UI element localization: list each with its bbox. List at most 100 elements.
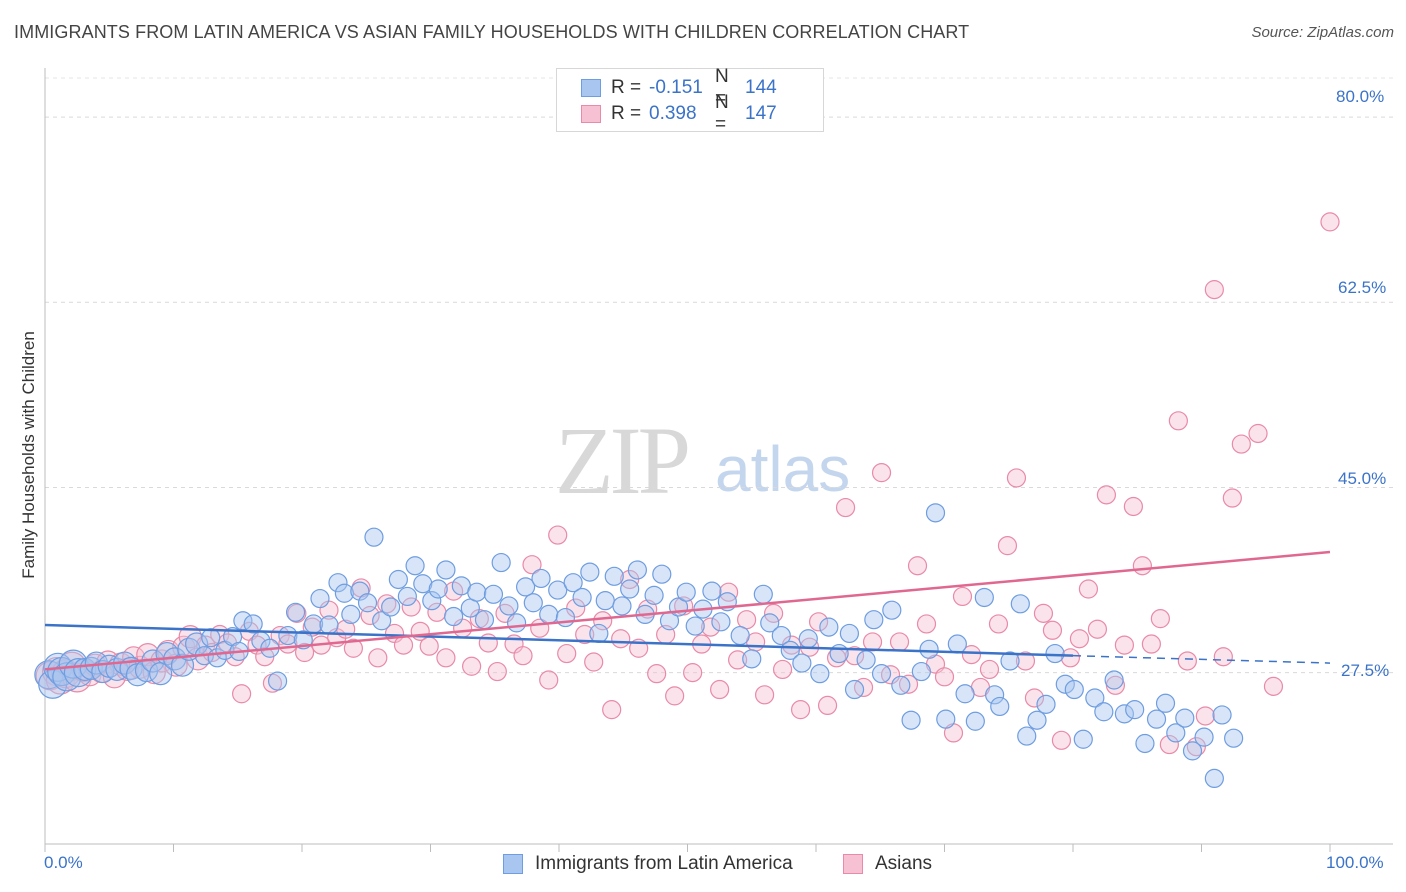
point-latin-america-115: [955, 684, 975, 704]
point-asians-73: [602, 700, 622, 720]
legend-swatch-pink: [843, 854, 863, 874]
point-latin-america-73: [580, 562, 600, 582]
legend-item-latin-america[interactable]: Immigrants from Latin America: [503, 852, 793, 876]
point-latin-america-118: [985, 685, 1005, 705]
point-latin-america-138: [1175, 708, 1195, 728]
point-asians-130: [1114, 635, 1135, 655]
point-latin-america-133: [1125, 700, 1145, 720]
n-value: 144: [745, 77, 777, 98]
point-latin-america-135: [1146, 709, 1167, 729]
y-axis-title: Family Households with Children: [19, 331, 38, 579]
point-asians-122: [1042, 620, 1063, 640]
point-asians-82: [683, 663, 703, 683]
legend-label: Asians: [875, 853, 933, 874]
point-asians-103: [871, 463, 892, 483]
point-latin-america-113: [936, 709, 956, 729]
chart-source: Source: ZipAtlas.com: [1251, 24, 1394, 41]
point-asians-68: [557, 643, 577, 664]
point-asians-145: [1263, 676, 1284, 696]
legend-label: Immigrants from Latin America: [535, 853, 793, 874]
point-latin-america-81: [644, 585, 664, 605]
point-latin-america-127: [1064, 679, 1084, 700]
n-value: 147: [745, 103, 777, 124]
point-asians-135: [1159, 734, 1179, 755]
point-asians-100: [844, 646, 865, 666]
point-latin-america-43: [341, 604, 361, 625]
point-latin-america-56: [444, 606, 464, 627]
point-asians-121: [1033, 603, 1054, 623]
point-latin-america-41: [328, 573, 348, 593]
y-tick-label-62-5: 62.5%: [1338, 278, 1387, 297]
point-asians-133: [1141, 634, 1161, 654]
point-latin-america-134: [1135, 733, 1155, 754]
point-latin-america-50: [397, 586, 417, 607]
point-latin-america-61: [483, 584, 504, 604]
point-latin-america-102: [839, 623, 860, 644]
point-latin-america-114: [947, 634, 967, 654]
point-latin-america-126: [1055, 674, 1075, 694]
point-latin-america-121: [1010, 594, 1030, 614]
point-asians-120: [1024, 688, 1045, 708]
point-latin-america-92: [742, 649, 762, 669]
point-asians-52: [419, 636, 439, 656]
point-latin-america-137: [1166, 723, 1186, 743]
legend-row-asians: R = 0.398 N = 147: [581, 92, 777, 135]
point-asians-142: [1222, 488, 1242, 508]
point-latin-america-104: [856, 650, 876, 670]
point-latin-america-66: [523, 593, 543, 613]
x-tick-label-max: 100.0%: [1326, 853, 1384, 872]
point-latin-america-7: [73, 657, 97, 682]
point-latin-america-93: [753, 584, 773, 604]
point-asians-64: [522, 555, 542, 575]
point-asians-108: [916, 614, 937, 634]
point-latin-america-122: [1017, 726, 1037, 746]
watermark-zip: ZIP: [555, 407, 691, 514]
point-asians-54: [436, 648, 456, 668]
legend-swatch-blue: [581, 79, 601, 97]
point-asians-74: [611, 629, 631, 649]
point-latin-america-99: [810, 664, 830, 684]
point-asians-36: [287, 603, 307, 623]
point-asians-72: [593, 611, 613, 631]
legend-swatch-pink: [581, 105, 601, 123]
point-asians-112: [952, 586, 973, 607]
point-latin-america-106: [871, 664, 892, 684]
point-latin-america-65: [515, 577, 536, 597]
point-asians-131: [1123, 496, 1143, 517]
point-latin-america-59: [467, 582, 487, 602]
point-asians-139: [1195, 706, 1215, 726]
point-asians-106: [898, 674, 919, 694]
point-asians-141: [1213, 647, 1233, 667]
legend-item-asians[interactable]: Asians: [843, 852, 932, 876]
y-tick-label-80: 80.0%: [1336, 87, 1385, 106]
point-asians-94: [790, 700, 811, 720]
point-asians-140: [1204, 280, 1224, 300]
point-asians-126: [1078, 579, 1099, 599]
point-latin-america-100: [819, 617, 839, 637]
point-asians-115: [979, 659, 1000, 680]
point-latin-america-94: [760, 613, 780, 633]
point-latin-america-107: [882, 600, 902, 620]
point-asians-96: [808, 612, 829, 632]
point-latin-america-62: [491, 552, 511, 573]
point-latin-america-128: [1073, 729, 1093, 749]
point-asians-87: [728, 650, 748, 670]
point-latin-america-39: [310, 588, 330, 609]
point-asians-124: [1060, 648, 1081, 668]
point-asians-123: [1051, 730, 1072, 750]
point-latin-america-117: [974, 587, 994, 608]
point-asians-132: [1132, 556, 1152, 576]
point-latin-america-125: [1045, 643, 1065, 664]
point-latin-america-77: [612, 596, 632, 616]
point-latin-america-44: [350, 581, 370, 601]
point-latin-america-132: [1114, 704, 1135, 724]
r-label: R =: [611, 77, 642, 98]
point-asians-85: [710, 679, 730, 700]
point-latin-america-116: [965, 711, 985, 731]
point-latin-america-54: [428, 579, 448, 599]
point-asians-63: [513, 646, 533, 666]
point-latin-america-55: [436, 560, 456, 580]
point-latin-america-120: [1000, 651, 1020, 671]
point-asians-43: [343, 638, 363, 658]
n-label: N =: [715, 66, 729, 109]
